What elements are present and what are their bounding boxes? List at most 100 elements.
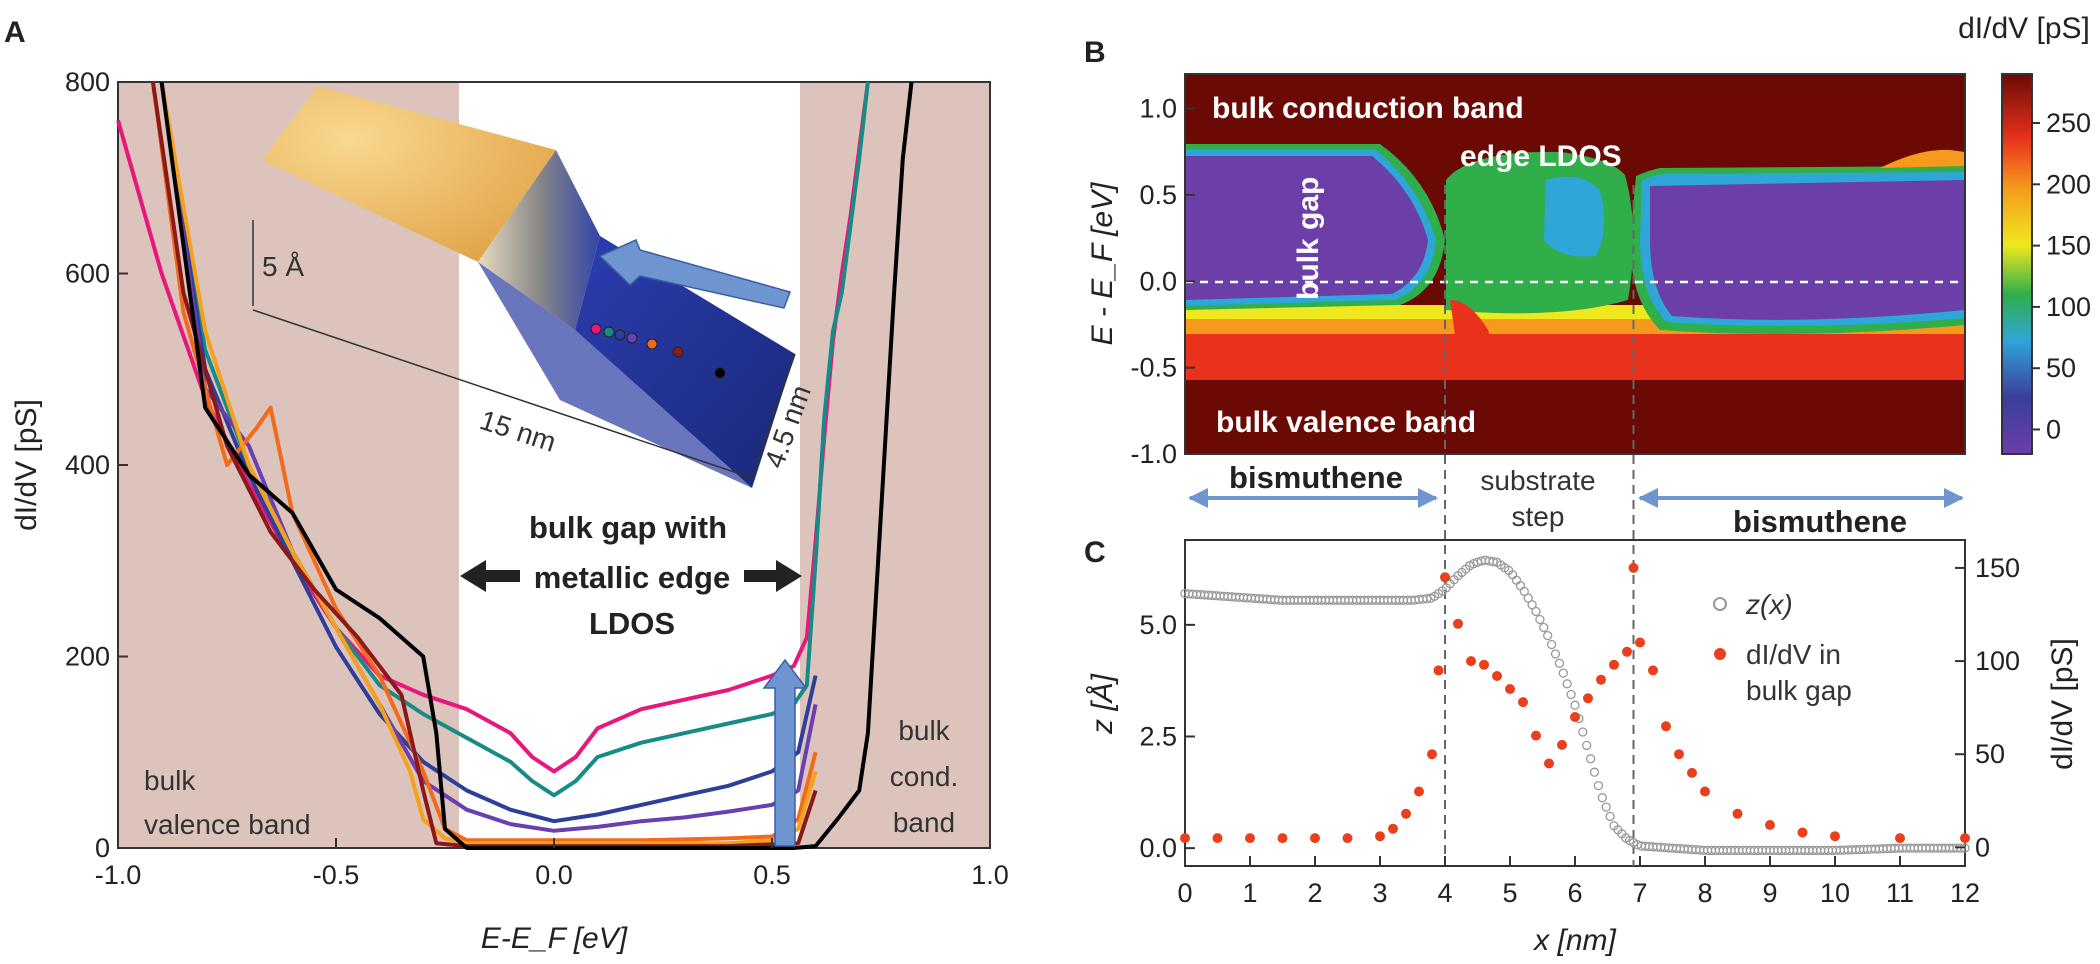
stm-inset-image — [252, 86, 796, 488]
c-y-tick-label-2: 5.0 — [1139, 610, 1177, 640]
edge-up-arrow — [762, 658, 808, 847]
didv-point — [1544, 758, 1554, 769]
colorbar-label: dI/dV [pS] — [1958, 12, 2090, 45]
panel-c-ylabel: z [Å] — [1086, 673, 1119, 735]
didv-point — [1583, 693, 1593, 704]
c-x-tick-label-11: 11 — [1886, 878, 1914, 908]
z-point — [1468, 559, 1479, 569]
cbar-tick-label-5: 250 — [2046, 108, 2091, 138]
z-point — [1554, 658, 1565, 668]
y-tick-label-4: 800 — [65, 67, 110, 97]
legend-didv-marker — [1714, 648, 1726, 660]
z-point — [1562, 679, 1572, 689]
z-point — [1550, 649, 1561, 659]
didv-point — [1648, 665, 1658, 676]
inset-height-label: 5 Å — [262, 251, 304, 282]
didv-point — [1960, 833, 1970, 844]
didv-point — [1797, 827, 1808, 838]
c-x-tick-label-7: 7 — [1632, 878, 1647, 908]
didv-point — [1433, 665, 1444, 676]
legend-z-marker — [1713, 597, 1727, 611]
z-point — [1589, 767, 1600, 777]
didv-point — [1479, 659, 1489, 670]
inset-length-label: 15 nm — [476, 404, 560, 458]
panel-a-letter: A — [4, 16, 26, 49]
didv-point — [1401, 808, 1411, 819]
gap-label-line3: LDOS — [589, 606, 675, 641]
gap-double-arrow — [460, 560, 802, 592]
panel-b: B bulk conduction band edge LDOS bulk ga… — [1084, 12, 2091, 539]
panel-c-y2label: dI/dV [pS] — [2046, 638, 2079, 770]
c-x-tick-label-8: 8 — [1697, 878, 1712, 908]
z-point — [1582, 740, 1592, 751]
didv-point — [1375, 831, 1385, 842]
didv-point — [1342, 833, 1353, 844]
c-x-tick-label-5: 5 — [1502, 878, 1517, 908]
heatmap-image — [1185, 74, 1965, 454]
z-point — [1519, 586, 1529, 597]
cbar-tick-label-4: 200 — [2046, 169, 2091, 199]
colorbar — [2001, 73, 2033, 455]
panel-b-frame — [1184, 73, 1966, 455]
panel-a-series — [116, 81, 914, 850]
c-x-tick-label-9: 9 — [1762, 878, 1777, 908]
didv-point — [1609, 659, 1619, 670]
z-point — [1566, 689, 1576, 700]
didv-point — [1245, 833, 1255, 844]
didv-point — [1635, 637, 1645, 648]
region-middle-label-line2: step — [1512, 501, 1565, 532]
label-bulk-conduction: bulk conduction band — [1212, 92, 1524, 125]
didv-point — [1518, 697, 1528, 708]
legend-z-label: z(x) — [1745, 589, 1793, 620]
c-x-tick-label-10: 10 — [1820, 878, 1850, 908]
panel-c-letter: C — [1084, 536, 1106, 569]
z-point — [1546, 639, 1557, 650]
colorbar-ticks: 0 50 100 150 200 250 — [2032, 108, 2091, 444]
cbar-tick-label-0: 0 — [2046, 414, 2061, 444]
c-x-tick-label-4: 4 — [1437, 878, 1452, 908]
didv-point — [1661, 721, 1671, 732]
c-y2-tick-label-0: 0 — [1975, 832, 1990, 862]
b-y-tick-label-2: 0.0 — [1139, 266, 1177, 296]
x-tick-label-0: -1.0 — [95, 860, 142, 890]
c-x-tick-label-3: 3 — [1372, 878, 1387, 908]
c-x-tick-label-0: 0 — [1177, 878, 1192, 908]
z-point — [1558, 668, 1568, 678]
x-tick-label-1: -0.5 — [313, 860, 360, 890]
conduction-label-line1: bulk — [898, 715, 950, 746]
z-point — [1585, 754, 1596, 764]
didv-point — [1700, 786, 1710, 797]
didv-point — [1505, 684, 1515, 694]
z-point — [1597, 793, 1607, 803]
didv-point — [1895, 833, 1905, 844]
gap-label-line2: metallic edge — [534, 560, 730, 595]
c-y-tick-label-0: 0.0 — [1139, 833, 1177, 863]
didv-point — [1622, 646, 1632, 657]
panel-b-ticks: -1.0 -0.5 0.0 0.5 1.0 — [1130, 94, 1195, 469]
panel-c-vlines — [1444, 185, 1635, 866]
z-point — [1515, 580, 1526, 591]
z-point — [1511, 575, 1522, 585]
panel-b-letter: B — [1084, 36, 1106, 69]
z-point — [1570, 700, 1580, 710]
z-point — [1523, 593, 1533, 603]
didv-point — [1628, 562, 1639, 573]
cbar-tick-label-2: 100 — [2046, 292, 2091, 322]
region-middle-label-line1: substrate — [1480, 465, 1595, 496]
didv-point — [1732, 808, 1743, 819]
b-y-tick-label-0: -1.0 — [1130, 439, 1177, 469]
z-point — [1539, 622, 1549, 633]
conduction-label-line2: cond. — [890, 761, 959, 792]
panel-a-ticks: -1.0 -0.5 0.0 0.5 1.0 0 200 400 600 800 — [65, 67, 1009, 890]
panel-c-series — [1180, 555, 1970, 856]
panel-a: A -1.0 -0.5 0.0 0.5 1.0 0 200 400 600 800 dI/dV [… — [4, 16, 1009, 955]
gap-label-line1: bulk gap with — [529, 510, 727, 545]
didv-point — [1674, 749, 1684, 760]
region-left-label: bismuthene — [1229, 460, 1403, 495]
z-point — [1535, 614, 1545, 625]
shade-conduction — [800, 82, 990, 848]
series-line-2 — [159, 81, 818, 824]
didv-point — [1830, 831, 1840, 842]
